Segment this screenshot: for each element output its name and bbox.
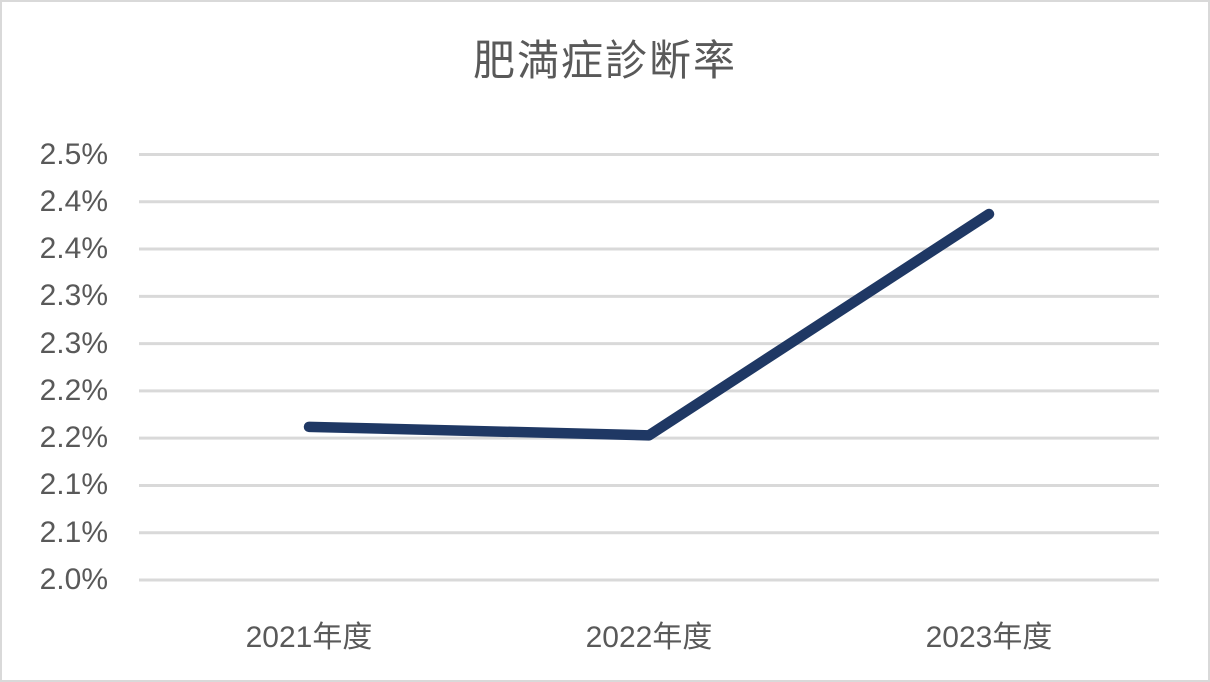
y-tick-label: 2.3% [39,279,108,313]
y-tick-label: 2.1% [39,515,108,549]
y-tick-label: 2.4% [39,232,108,266]
chart-title: 肥満症診断率 [472,37,737,84]
y-tick-label: 2.2% [39,373,108,407]
y-tick-label: 2.4% [39,184,108,218]
y-tick-label: 2.3% [39,326,108,360]
y-tick-label: 2.1% [39,468,108,502]
x-tick-label: 2021年度 [245,621,373,654]
series-line [303,208,995,441]
y-tick-label: 2.0% [39,563,108,596]
x-tick-label: 2023年度 [925,621,1053,654]
y-tick-label: 2.5% [39,137,108,171]
y-tick-label: 2.2% [39,421,108,455]
x-tick-label: 2022年度 [585,621,713,654]
